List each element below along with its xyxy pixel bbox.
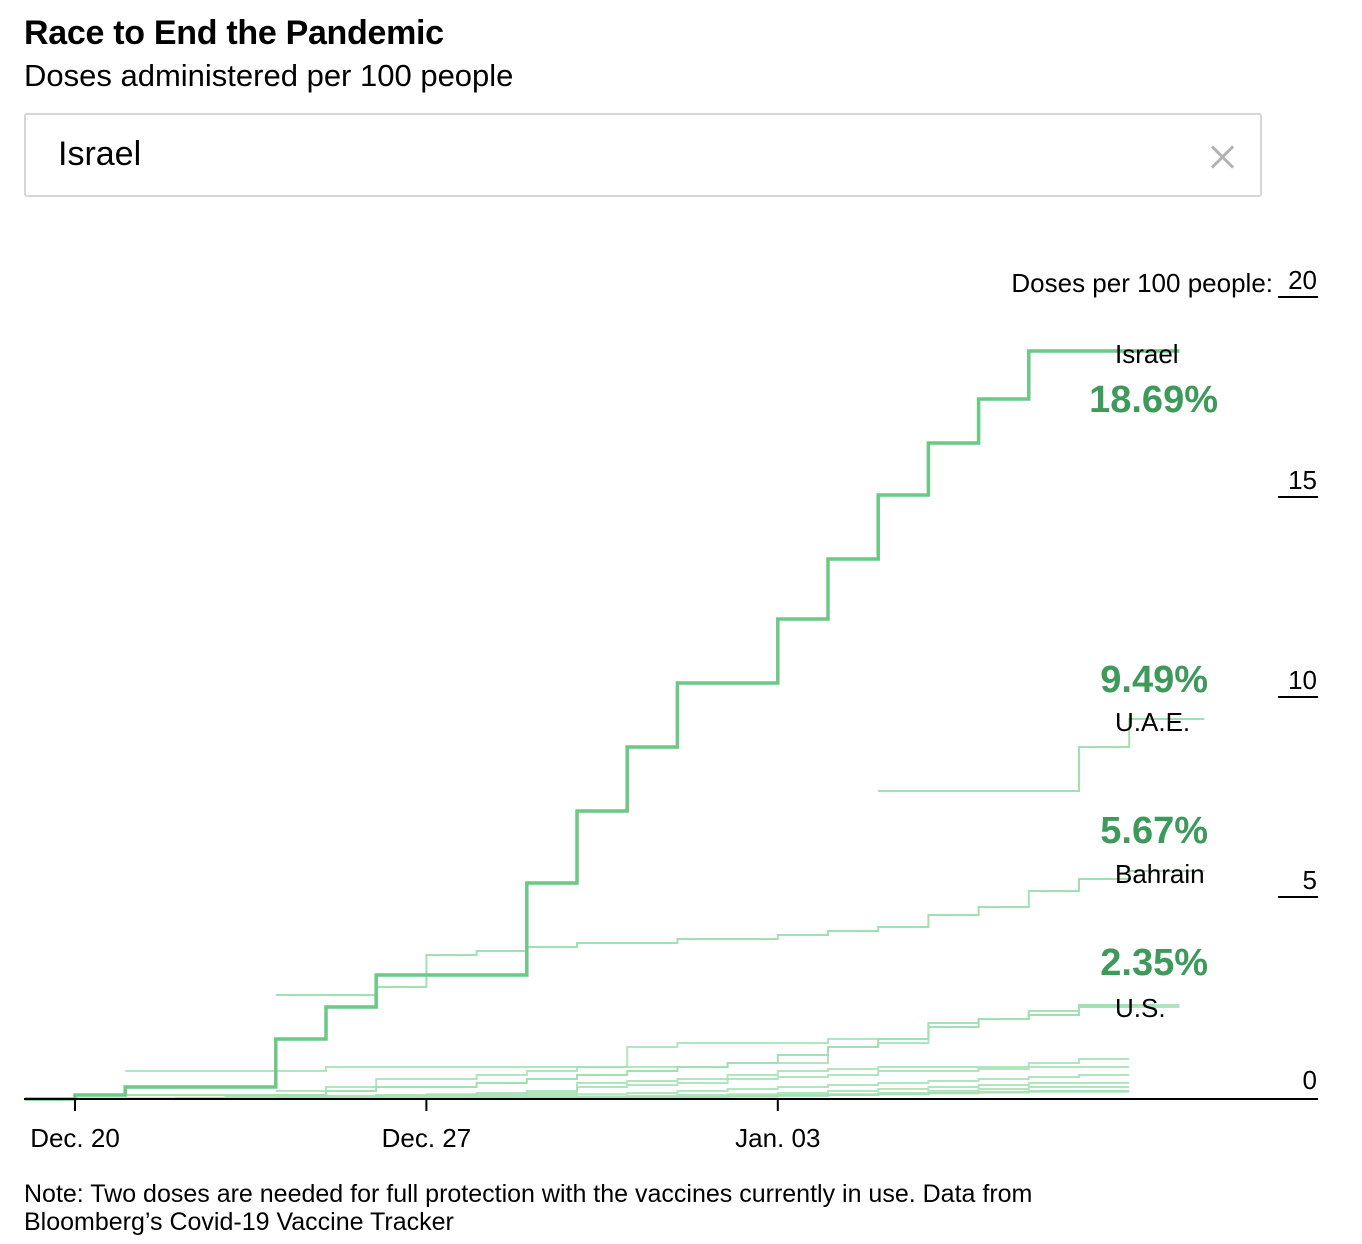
value-label-us: 2.35% [1100, 942, 1208, 984]
search-value: Israel [58, 135, 142, 173]
series-line-5 [225, 1074, 1130, 1100]
country-search-input[interactable]: Israel [24, 113, 1262, 197]
series-line-uae [878, 718, 1180, 792]
series-line-4 [175, 1066, 1130, 1100]
value-label-uae: 9.49% [1100, 659, 1208, 701]
series-line-bahrain [275, 870, 1180, 996]
series-label-uae: U.A.E. [1115, 707, 1190, 737]
chart-note: Note: Two doses are needed for full prot… [24, 1180, 1033, 1236]
series-label-us: U.S. [1115, 993, 1166, 1023]
series-label-bahrain: Bahrain [1115, 859, 1205, 889]
chart-title: Race to End the Pandemic [24, 14, 444, 52]
x-tick-label-dec20: Dec. 20 [30, 1123, 120, 1153]
value-label-bahrain: 5.67% [1100, 810, 1208, 852]
y-tick-label-10: 10 [1288, 665, 1317, 695]
y-tick-label-15: 15 [1288, 465, 1317, 495]
value-label-israel: 18.69% [1089, 379, 1218, 421]
series-label-israel: Israel [1115, 339, 1179, 369]
x-tick-label-jan03: Jan. 03 [735, 1123, 820, 1153]
y-axis-title: Doses per 100 people: [1011, 268, 1273, 298]
series-line-9 [577, 1090, 1130, 1100]
y-tick-label-20: 20 [1288, 265, 1317, 295]
series-line-israel [24, 349, 1180, 1101]
series-line-us [125, 1004, 1130, 1096]
y-tick-label-0: 0 [1303, 1065, 1317, 1095]
y-tick-label-5: 5 [1303, 865, 1317, 895]
chart-subtitle: Doses administered per 100 people [24, 58, 514, 93]
x-tick-label-dec27: Dec. 27 [382, 1123, 472, 1153]
